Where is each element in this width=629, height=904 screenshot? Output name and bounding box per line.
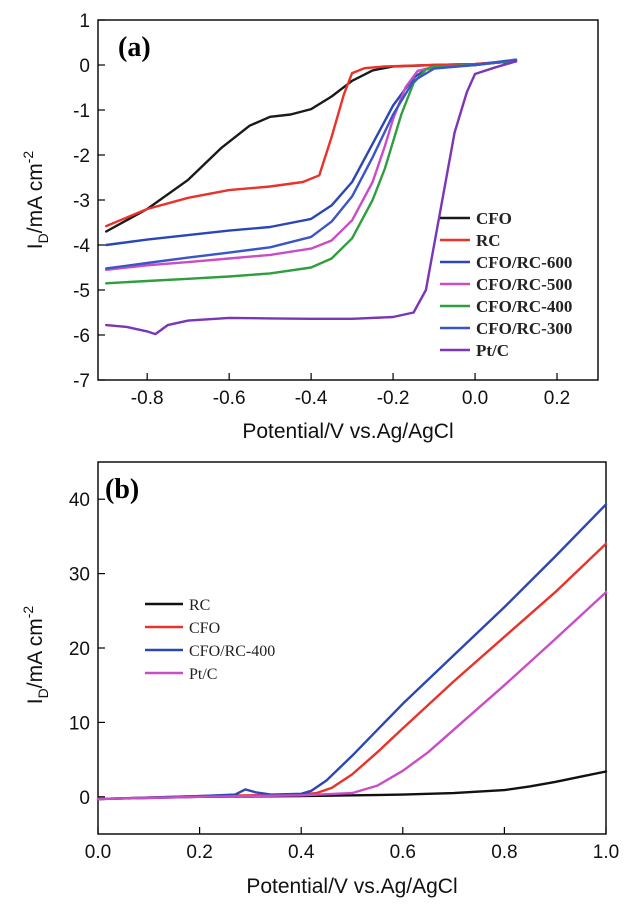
x-tick-label-b: 0.8 [491,842,517,863]
legend-b: RC CFO CFO/RC-400 Pt/C [145,597,275,683]
series-line-cfo [104,60,518,233]
series-line-pt-c [104,60,518,336]
y-axis-label-b: ID/mA cm-2 [20,606,51,705]
y-tick-label-a: -5 [73,281,90,302]
y-tick-label-b: 40 [69,490,90,511]
x-tick-label-b: 1.0 [593,842,619,863]
y-tick-label-a: -1 [73,101,90,122]
x-tick-label-a: 0.2 [544,388,570,409]
y-tick-label-a: 0 [79,56,90,77]
plot-frame-b [97,461,607,835]
x-tick-label-b: 0.4 [288,842,315,863]
series-line-cfo-rc-300 [104,58,518,270]
legend-a: CFO RC CFO/RC-600 CFO/RC-500 CFO/RC-400 CFO/R… [440,209,572,360]
legend-label-cfo: CFO [476,209,512,228]
axes-ticks-a: -0.8 -0.6 -0.4 -0.2 0.0 0.2 1 0 -1 -2 -3 -4 -5 -6 -7 [73,11,570,409]
panel-label-b: (b) [105,474,139,505]
x-tick-label-a: -0.2 [377,388,410,409]
legend-label-pt-c: Pt/C [476,341,509,360]
legend-label-cfo: CFO [189,620,220,637]
y-tick-label-a: 1 [79,11,90,32]
series-line-cfo-rc-400 [104,59,518,285]
y-tick-label-b: 0 [79,788,90,809]
panel-label-a: (a) [118,32,151,63]
series-line-rc [104,59,518,228]
x-tick-label-b: 0.2 [186,842,212,863]
x-axis-label-b: Potential/V vs.Ag/AgCl [246,875,457,898]
axes-ticks-b: 0.0 0.2 0.4 0.6 0.8 1.0 0 10 20 30 40 [69,490,619,863]
series-group-b [96,503,608,801]
series-line-cfo-rc-400 [96,503,608,801]
y-axis-label-a: ID/mA cm-2 [20,151,51,250]
legend-label-cfo-rc-400: CFO/RC-400 [189,643,275,660]
x-axis-label-a: Potential/V vs.Ag/AgCl [242,420,453,443]
y-tick-label-a: -7 [73,371,90,392]
x-tick-label-b: 0.0 [85,842,111,863]
y-tick-label-b: 20 [69,639,90,660]
x-tick-label-a: 0.0 [462,388,488,409]
series-line-pt-c [96,591,608,801]
panel-b: 0.0 0.2 0.4 0.6 0.8 1.0 0 10 20 30 40 (b) Potentia… [20,461,619,898]
legend-label-pt-c: Pt/C [189,666,217,683]
legend-label-rc: RC [189,597,210,614]
panel-a: -0.8 -0.6 -0.4 -0.2 0.0 0.2 1 0 -1 -2 -3 -4 -5 -6 -7 (… [20,11,599,443]
legend-label-rc: RC [476,231,501,250]
legend-label-cfo-rc-300: CFO/RC-300 [476,319,572,338]
y-tick-label-b: 30 [69,565,90,586]
x-tick-label-a: -0.4 [295,388,328,409]
y-tick-label-a: -4 [73,236,90,257]
legend-label-cfo-rc-400: CFO/RC-400 [476,297,572,316]
x-tick-label-a: -0.6 [213,388,246,409]
y-tick-label-a: -2 [73,146,90,167]
legend-label-cfo-rc-500: CFO/RC-500 [476,275,572,294]
y-tick-label-b: 10 [69,713,90,734]
x-tick-label-a: -0.8 [131,388,164,409]
series-group-a [104,58,518,336]
x-tick-label-b: 0.6 [390,842,416,863]
legend-label-cfo-rc-600: CFO/RC-600 [476,253,572,272]
y-tick-label-a: -6 [73,326,90,347]
y-tick-label-a: -3 [73,191,90,212]
